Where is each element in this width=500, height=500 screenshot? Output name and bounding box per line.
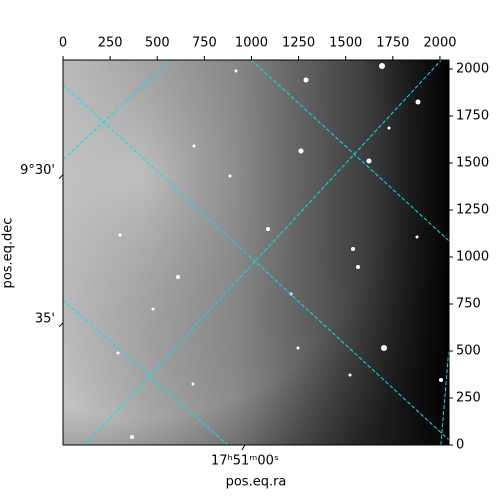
x-tick-label: 1250 — [282, 36, 315, 51]
dec-grid-line — [63, 299, 229, 445]
dec-grid-line — [63, 84, 449, 441]
ra-grid-line — [63, 60, 171, 161]
wcs-grid — [63, 60, 449, 445]
x-tick-label: 750 — [192, 36, 217, 51]
ra-grid-line — [84, 60, 442, 445]
x-tick-label: 1500 — [329, 36, 362, 51]
x-tick-label: 1750 — [376, 36, 409, 51]
y-tick-label: 1500 — [456, 156, 489, 171]
ra-grid-line — [440, 350, 449, 445]
y-tick-label: 0 — [456, 438, 464, 453]
x-tick-label: 2000 — [423, 36, 456, 51]
y-tick-label: 750 — [456, 297, 481, 312]
y-axis-label: pos.eq.dec — [1, 218, 16, 289]
dec-tick — [58, 174, 64, 180]
ra-tick — [241, 444, 246, 451]
y-tick-label: 500 — [456, 344, 481, 359]
y-tick-label: 250 — [456, 391, 481, 406]
ra-tick-label: 17ʰ51ᵐ00ˢ — [211, 454, 279, 469]
x-tick-label: 250 — [98, 36, 123, 51]
x-tick-label: 0 — [59, 36, 67, 51]
x-tick-label: 500 — [145, 36, 170, 51]
dec-grid-line — [250, 60, 449, 242]
y-tick-label: 2000 — [456, 62, 489, 77]
image — [63, 60, 449, 445]
y-tick-label: 1250 — [456, 203, 489, 218]
dec-tick — [58, 322, 64, 328]
dec-tick-label: 35' — [35, 311, 55, 326]
x-tick-label: 1000 — [235, 36, 268, 51]
y-tick-label: 1000 — [456, 250, 489, 265]
dec-tick-label: 9°30' — [20, 163, 55, 178]
x-axis-label: pos.eq.ra — [226, 475, 287, 490]
y-tick-label: 1750 — [456, 109, 489, 124]
plot-frame — [62, 59, 450, 446]
